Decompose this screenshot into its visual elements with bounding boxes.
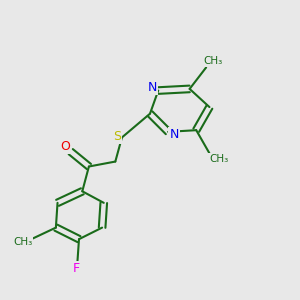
Text: S: S: [113, 130, 121, 143]
Text: N: N: [169, 128, 179, 141]
Text: F: F: [73, 262, 80, 275]
Text: O: O: [61, 140, 70, 153]
Text: CH₃: CH₃: [203, 56, 222, 67]
Text: CH₃: CH₃: [209, 154, 228, 164]
Text: N: N: [148, 81, 157, 94]
Text: CH₃: CH₃: [13, 237, 32, 247]
